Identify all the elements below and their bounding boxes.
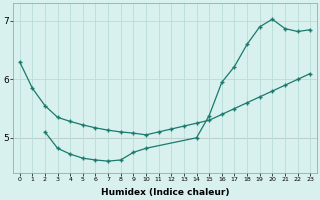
- X-axis label: Humidex (Indice chaleur): Humidex (Indice chaleur): [101, 188, 229, 197]
